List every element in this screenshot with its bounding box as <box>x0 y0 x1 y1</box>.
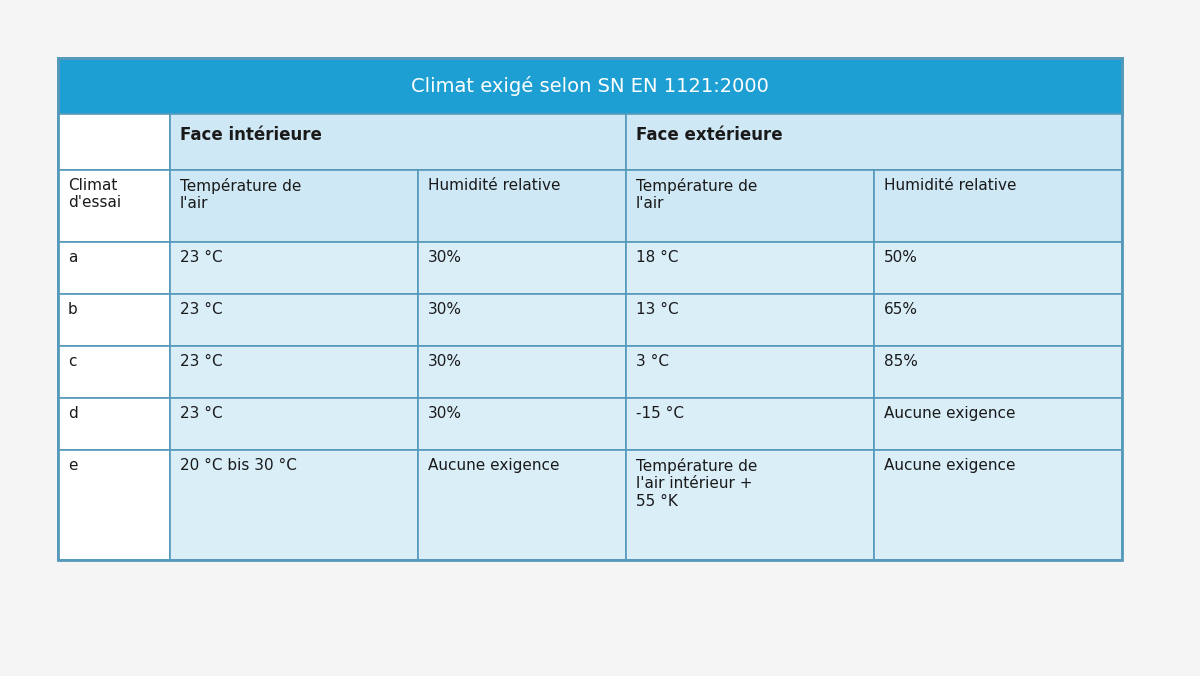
Text: Climat exigé selon SN EN 1121:2000: Climat exigé selon SN EN 1121:2000 <box>412 76 769 96</box>
Text: 20 °C bis 30 °C: 20 °C bis 30 °C <box>180 458 296 473</box>
Bar <box>170 114 626 170</box>
Text: 65%: 65% <box>884 302 918 317</box>
Text: 23 °C: 23 °C <box>180 250 223 265</box>
Bar <box>418 398 626 450</box>
Bar <box>58 450 170 560</box>
Text: Aucune exigence: Aucune exigence <box>884 458 1015 473</box>
Text: 23 °C: 23 °C <box>180 354 223 369</box>
Bar <box>58 58 1122 114</box>
Bar <box>874 398 1122 450</box>
Bar <box>874 294 1122 346</box>
Text: a: a <box>68 250 77 265</box>
Text: Face extérieure: Face extérieure <box>636 126 782 144</box>
Text: 18 °C: 18 °C <box>636 250 678 265</box>
Text: d: d <box>68 406 78 421</box>
Text: Aucune exigence: Aucune exigence <box>428 458 559 473</box>
Text: 23 °C: 23 °C <box>180 302 223 317</box>
Bar <box>418 242 626 294</box>
Bar <box>170 398 418 450</box>
Bar <box>874 170 1122 242</box>
Text: -15 °C: -15 °C <box>636 406 684 421</box>
Bar <box>626 398 874 450</box>
Text: b: b <box>68 302 78 317</box>
Text: 3 °C: 3 °C <box>636 354 670 369</box>
Text: Face intérieure: Face intérieure <box>180 126 322 144</box>
Bar <box>58 398 170 450</box>
Bar <box>418 170 626 242</box>
Bar <box>418 346 626 398</box>
Bar <box>58 294 170 346</box>
Text: e: e <box>68 458 78 473</box>
Bar <box>58 114 170 170</box>
Bar <box>626 346 874 398</box>
Bar <box>626 170 874 242</box>
Text: 50%: 50% <box>884 250 918 265</box>
Bar <box>170 450 418 560</box>
Text: Humidité relative: Humidité relative <box>884 178 1016 193</box>
Text: 13 °C: 13 °C <box>636 302 679 317</box>
Bar <box>58 170 170 242</box>
Bar <box>626 114 1122 170</box>
Text: 30%: 30% <box>428 250 462 265</box>
Bar <box>626 242 874 294</box>
Text: 30%: 30% <box>428 302 462 317</box>
Text: Climat
d'essai: Climat d'essai <box>68 178 121 210</box>
Bar <box>874 346 1122 398</box>
Text: 23 °C: 23 °C <box>180 406 223 421</box>
Bar <box>626 294 874 346</box>
Bar <box>170 346 418 398</box>
Bar <box>170 242 418 294</box>
Text: Température de
l'air: Température de l'air <box>180 178 301 212</box>
Text: c: c <box>68 354 77 369</box>
Bar <box>58 242 170 294</box>
Bar <box>874 242 1122 294</box>
Text: Température de
l'air: Température de l'air <box>636 178 757 212</box>
Text: 30%: 30% <box>428 354 462 369</box>
Bar <box>626 450 874 560</box>
Bar <box>418 450 626 560</box>
Bar <box>418 294 626 346</box>
Bar <box>170 294 418 346</box>
Text: 85%: 85% <box>884 354 918 369</box>
Bar <box>874 450 1122 560</box>
Bar <box>170 170 418 242</box>
Bar <box>58 58 1122 560</box>
Bar <box>58 346 170 398</box>
Text: Aucune exigence: Aucune exigence <box>884 406 1015 421</box>
Text: Humidité relative: Humidité relative <box>428 178 560 193</box>
Text: Température de
l'air intérieur +
55 °K: Température de l'air intérieur + 55 °K <box>636 458 757 509</box>
Text: 30%: 30% <box>428 406 462 421</box>
